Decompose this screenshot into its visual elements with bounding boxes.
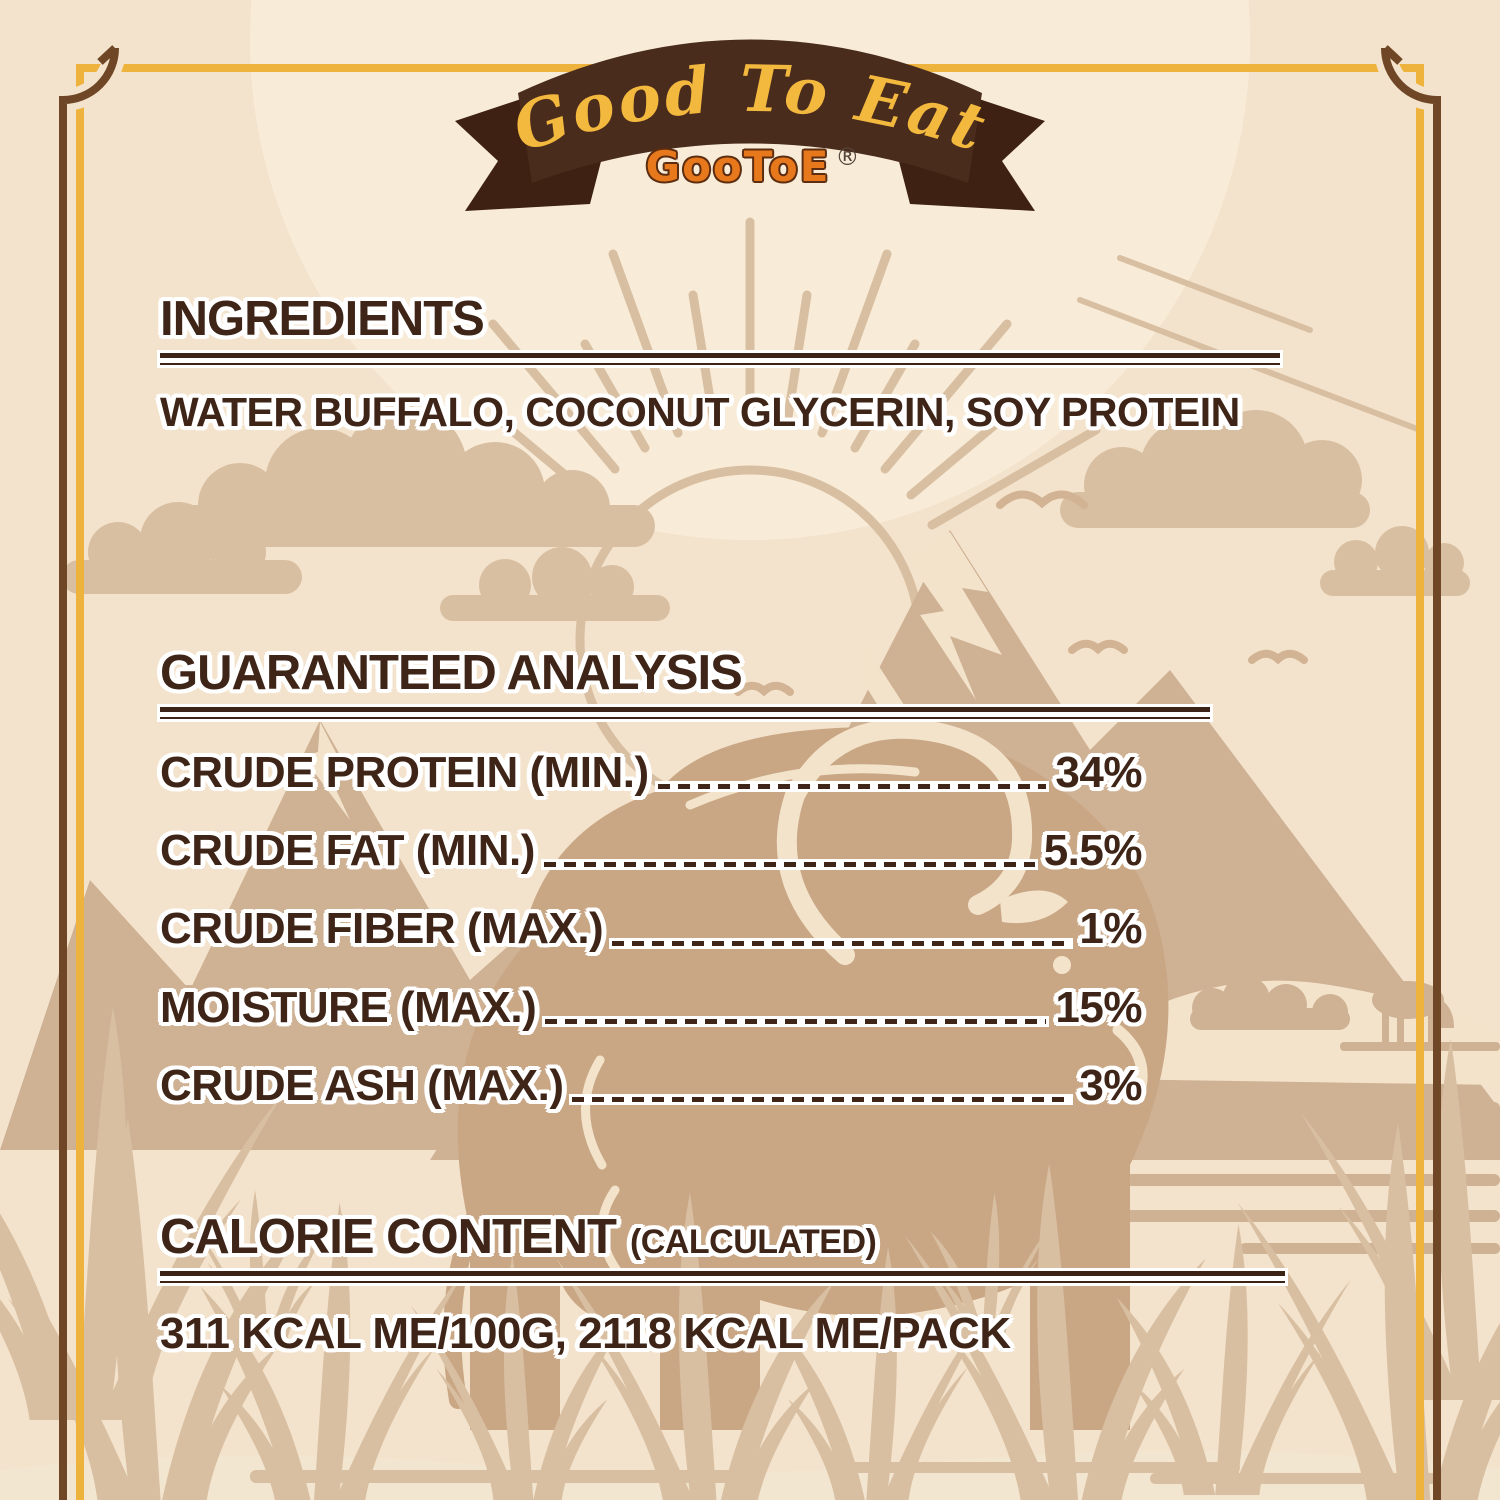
analysis-row: CRUDE FAT (MIN.) 5.5% — [160, 826, 1143, 876]
analysis-value: 15% — [1055, 982, 1142, 1032]
calorie-value: 311 KCAL ME/100G, 2118 KCAL ME/PACK — [160, 1308, 1011, 1358]
analysis-value: 3% — [1079, 1060, 1142, 1110]
dotted-leader — [612, 940, 1071, 946]
ribbon-banner-icon: Good To Eat — [455, 39, 1045, 211]
analysis-label: CRUDE FIBER (MAX.) — [160, 904, 604, 954]
dotted-leader — [543, 862, 1035, 868]
analysis-value: 1% — [1079, 904, 1142, 954]
birds-icon — [734, 490, 1308, 697]
analysis-label: CRUDE FAT (MIN.) — [160, 826, 535, 876]
dotted-leader — [657, 784, 1047, 790]
analysis-label: MOISTURE (MAX.) — [160, 982, 537, 1032]
calorie-title: CALORIE CONTENT — [160, 1210, 617, 1264]
calorie-subtitle: (CALCULATED) — [629, 1223, 877, 1261]
analysis-row: MOISTURE (MAX.) 15% — [160, 983, 1142, 1032]
ingredients-title: INGREDIENTS — [160, 292, 485, 346]
analysis-row: CRUDE ASH (MAX.) 3% — [160, 1061, 1142, 1110]
dotted-leader — [572, 1097, 1071, 1103]
clouds-icon — [62, 406, 1470, 621]
section-rule — [160, 706, 1210, 719]
analysis-value: 5.5% — [1043, 826, 1143, 876]
guaranteed-analysis-title: GUARANTEED ANALYSIS — [160, 646, 743, 700]
brand-logo: GooToE ® — [440, 142, 1060, 191]
analysis-label: CRUDE PROTEIN (MIN.) — [160, 747, 649, 797]
ingredients-value: WATER BUFFALO, COCONUT GLYCERIN, SOY PRO… — [160, 388, 1240, 435]
calorie-content-section: CALORIE CONTENT (CALCULATED) 311 KCAL ME… — [160, 1210, 1285, 1358]
analysis-rows: CRUDE PROTEIN (MIN.) 34% CRUDE FAT (MIN.… — [160, 748, 1143, 1110]
registered-trademark-icon: ® — [835, 143, 860, 171]
brand-logo-text: GooToE — [645, 142, 831, 191]
calorie-title-row: CALORIE CONTENT (CALCULATED) — [160, 1210, 1285, 1265]
section-rule — [160, 352, 1280, 365]
analysis-row: CRUDE FIBER (MAX.) 1% — [160, 904, 1142, 953]
section-rule — [160, 1270, 1285, 1283]
guaranteed-analysis-section: GUARANTEED ANALYSIS CRUDE PROTEIN (MIN.)… — [160, 646, 1210, 1110]
analysis-row: CRUDE PROTEIN (MIN.) 34% — [160, 748, 1142, 797]
analysis-label: CRUDE ASH (MAX.) — [160, 1060, 564, 1110]
brand-ribbon: Good To Eat GooToE ® — [440, 26, 1060, 261]
analysis-value: 34% — [1055, 747, 1142, 797]
ingredients-section: INGREDIENTS WATER BUFFALO, COCONUT GLYCE… — [160, 292, 1280, 436]
dotted-leader — [545, 1018, 1047, 1024]
